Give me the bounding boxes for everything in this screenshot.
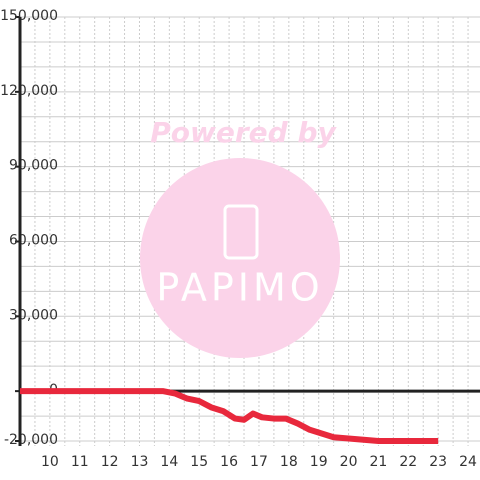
x-tick-label: 21 [370,454,388,470]
y-tick-label: 150,000 [0,8,58,24]
watermark-text: PAPIMO [156,266,323,310]
x-tick-label: 10 [41,454,59,470]
x-tick-label: 12 [101,454,119,470]
line [20,388,439,445]
y-tick-label: 90,000 [9,158,58,174]
watermark-text: Powered by [150,116,337,149]
x-tick-label: 18 [280,454,298,470]
x-tick-label: 11 [71,454,89,470]
watermark-icon [223,204,259,260]
y-tick-label: -20,000 [4,432,58,448]
y-tick-label: 30,000 [9,307,58,323]
x-tick-label: 17 [250,454,268,470]
x-tick-label: 24 [459,454,477,470]
x-tick-label: 22 [399,454,417,470]
x-tick-label: 20 [340,454,358,470]
x-tick-label: 23 [429,454,447,470]
x-tick-label: 16 [220,454,238,470]
x-tick-label: 14 [160,454,178,470]
x-tick-label: 15 [190,454,208,470]
y-tick-label: 120,000 [0,83,58,99]
x-tick-label: 13 [131,454,149,470]
y-tick-label: 60,000 [9,232,58,248]
x-tick-label: 19 [310,454,328,470]
